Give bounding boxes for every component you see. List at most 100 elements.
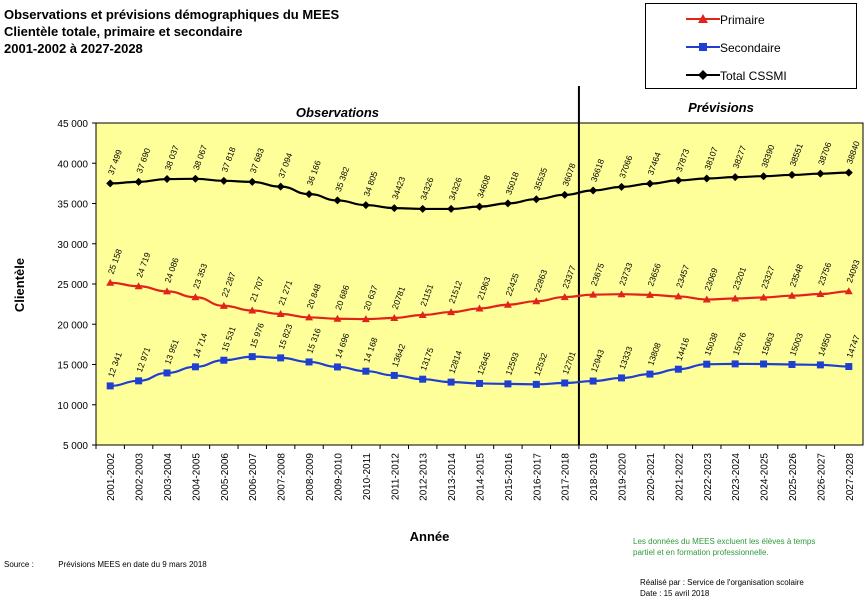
y-tick-label: 5 000 (63, 441, 88, 452)
point-primaire (390, 313, 399, 321)
source-text: Prévisions MEES en date du 9 mars 2018 (58, 560, 207, 569)
data-label-secondaire: 12814 (447, 349, 465, 375)
data-label-total: 37464 (645, 150, 663, 176)
data-label-primaire: 23548 (787, 262, 805, 288)
plot-area (95, 122, 864, 446)
point-secondaire (674, 365, 682, 373)
point-primaire (589, 290, 598, 298)
point-primaire (333, 314, 342, 322)
point-total (702, 174, 711, 183)
chart-title: Observations et prévisions démographique… (4, 7, 340, 22)
series-line-secondaire (110, 355, 849, 388)
credit-date: Date : 15 avril 2018 (640, 589, 710, 598)
point-total (503, 199, 512, 208)
x-tick-label: 2024-2025 (760, 453, 771, 501)
data-label-total: 38390 (759, 143, 777, 169)
y-tick-label: 25 000 (57, 280, 88, 291)
data-label-secondaire: 13808 (645, 341, 663, 367)
point-total (418, 204, 427, 213)
data-note-line-2: partiel et en formation professionnelle. (633, 548, 769, 557)
point-secondaire (845, 363, 853, 371)
data-label-secondaire: 12532 (532, 351, 550, 377)
data-label-secondaire: 15 823 (276, 322, 294, 350)
data-label-secondaire: 15 531 (219, 325, 237, 353)
x-tick-label: 2025-2026 (788, 453, 799, 501)
x-tick-label: 2023-2024 (731, 453, 742, 501)
point-primaire (475, 304, 484, 312)
data-label-secondaire: 14 168 (361, 336, 379, 364)
point-total (617, 182, 626, 191)
data-label-secondaire: 15 976 (248, 321, 266, 349)
point-total (645, 179, 654, 188)
point-secondaire (419, 375, 427, 383)
data-label-total: 37 094 (276, 151, 294, 179)
point-primaire (503, 300, 512, 308)
point-primaire (305, 313, 314, 321)
point-primaire (787, 291, 796, 299)
legend-label-secondaire: Secondaire (720, 41, 781, 55)
data-label-primaire: 23457 (674, 263, 692, 289)
data-label-secondaire: 14 714 (191, 331, 209, 359)
point-primaire (844, 287, 853, 295)
point-total (134, 177, 143, 186)
x-tick-label: 2021-2022 (674, 453, 685, 501)
x-tick-label: 2010-2011 (362, 453, 373, 501)
data-label-total: 38551 (787, 142, 805, 168)
point-primaire (219, 301, 228, 309)
point-primaire (731, 294, 740, 302)
data-label-secondaire: 15063 (759, 331, 777, 357)
credit-author: Réalisé par : Service de l'organisation … (640, 578, 804, 587)
point-primaire (702, 295, 711, 303)
data-label-primaire: 20 686 (333, 283, 351, 311)
x-tick-label: 2006-2007 (248, 453, 259, 501)
point-primaire (532, 297, 541, 305)
data-label-total: 36078 (560, 162, 578, 188)
point-total (475, 202, 484, 211)
point-secondaire (220, 356, 228, 364)
data-label-primaire: 20781 (390, 285, 408, 311)
data-label-secondaire: 13 951 (163, 338, 181, 366)
point-primaire (106, 278, 115, 286)
x-tick-label: 2015-2016 (504, 453, 515, 501)
data-label-secondaire: 12 341 (106, 350, 124, 378)
x-tick-label: 2012-2013 (419, 453, 430, 501)
data-label-primaire: 20 848 (305, 282, 323, 310)
data-label-total: 36618 (589, 157, 607, 183)
point-secondaire (390, 371, 398, 379)
point-secondaire (561, 379, 569, 387)
data-label-secondaire: 15076 (731, 331, 749, 357)
point-secondaire (447, 378, 455, 386)
data-label-primaire: 22 287 (219, 270, 237, 298)
data-label-total: 34608 (475, 173, 493, 199)
data-label-primaire: 23327 (759, 264, 777, 290)
point-total (361, 201, 370, 210)
data-label-secondaire: 15 316 (305, 327, 323, 355)
data-label-secondaire: 15038 (702, 331, 720, 357)
point-secondaire (703, 360, 711, 368)
data-label-total: 38107 (702, 145, 720, 171)
x-tick-label: 2027-2028 (845, 453, 856, 501)
x-tick-label: 2001-2002 (106, 453, 117, 501)
source-line: Source : Prévisions MEES en date du 9 ma… (4, 560, 207, 569)
data-label-total: 35535 (532, 166, 550, 192)
x-tick-label: 2002-2003 (135, 453, 146, 501)
x-tick-label: 2013-2014 (447, 453, 458, 501)
period-label-observations: Observations (296, 105, 379, 120)
chart-period: 2001-2002 à 2027-2028 (4, 41, 143, 56)
point-total (447, 204, 456, 213)
data-label-total: 38840 (844, 139, 862, 165)
data-label-total: 34 805 (361, 170, 379, 198)
data-label-secondaire: 12 971 (134, 345, 152, 373)
point-secondaire (333, 363, 341, 371)
data-label-secondaire: 13175 (418, 346, 436, 372)
data-label-primaire: 21963 (475, 275, 493, 301)
data-label-primaire: 24 719 (134, 251, 152, 279)
point-secondaire (106, 382, 114, 390)
data-label-total: 37066 (617, 154, 635, 180)
point-secondaire (589, 377, 597, 385)
x-tick-label: 2003-2004 (163, 453, 174, 501)
y-tick-label: 30 000 (57, 240, 88, 251)
data-label-total: 34326 (418, 176, 436, 202)
legend-marker-total (686, 70, 720, 80)
point-total (333, 196, 342, 205)
